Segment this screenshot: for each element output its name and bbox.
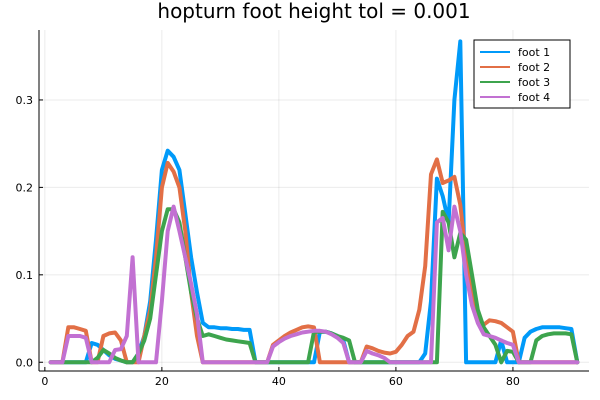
x-tick-label: 0 xyxy=(41,375,48,388)
legend-label-foot-2: foot 2 xyxy=(518,61,550,74)
y-tick-label: 0.2 xyxy=(16,181,34,194)
legend: foot 1 foot 2 foot 3 foot 4 xyxy=(473,39,571,109)
chart-title: hopturn foot height tol = 0.001 xyxy=(157,0,470,23)
axes xyxy=(38,30,589,372)
x-tick-label: 40 xyxy=(272,375,286,388)
x-tick-label: 80 xyxy=(506,375,520,388)
tick-labels: 0 20 40 60 80 0.0 0.1 0.2 0.3 xyxy=(16,94,520,388)
x-tick-label: 20 xyxy=(155,375,169,388)
x-tick-label: 60 xyxy=(389,375,403,388)
y-tick-label: 0.1 xyxy=(16,269,34,282)
series-lines xyxy=(48,39,580,365)
legend-label-foot-4: foot 4 xyxy=(518,91,550,104)
legend-label-foot-1: foot 1 xyxy=(518,46,550,59)
legend-label-foot-3: foot 3 xyxy=(518,76,550,89)
y-tick-label: 0.0 xyxy=(16,356,34,369)
y-tick-label: 0.3 xyxy=(16,94,34,107)
series-line-foot-4 xyxy=(48,204,580,365)
